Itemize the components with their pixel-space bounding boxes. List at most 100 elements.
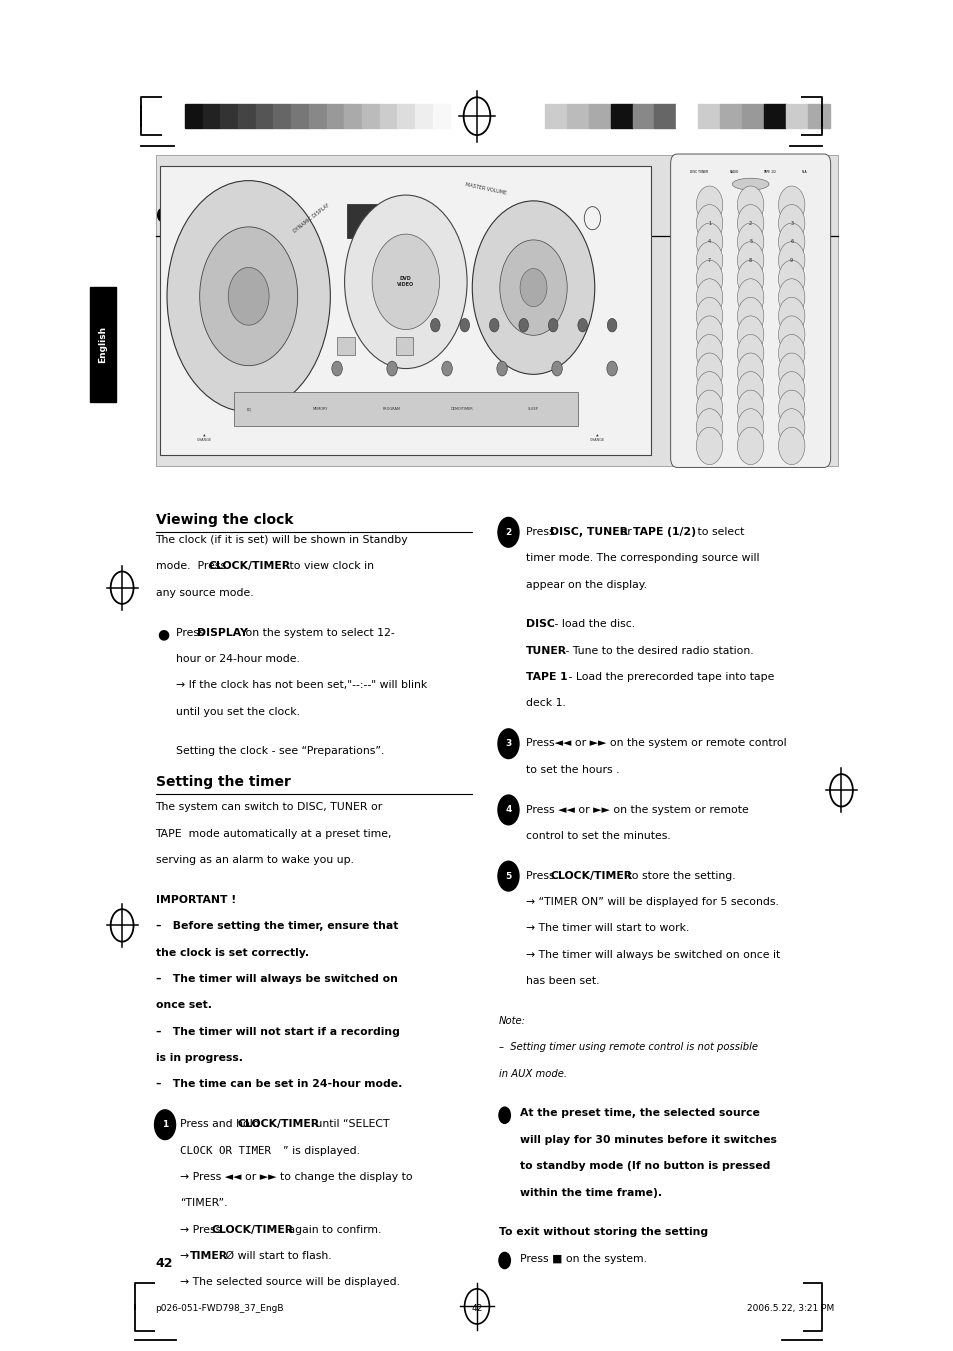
Bar — [785, 104, 807, 128]
Bar — [238, 104, 255, 128]
Bar — [544, 104, 566, 128]
Text: has been set.: has been set. — [525, 975, 598, 986]
Text: 2006.5.22, 3:21 PM: 2006.5.22, 3:21 PM — [747, 1304, 834, 1313]
Text: DISC TUNER: DISC TUNER — [690, 170, 708, 174]
Text: CLOCK/TIMER: CLOCK/TIMER — [550, 870, 632, 881]
Text: 3: 3 — [789, 220, 793, 226]
Circle shape — [386, 361, 396, 376]
Text: in AUX mode.: in AUX mode. — [498, 1069, 566, 1078]
Circle shape — [696, 408, 722, 446]
Text: –  Setting timer using remote control is not possible: – Setting timer using remote control is … — [498, 1043, 757, 1052]
Text: 1: 1 — [162, 1120, 168, 1129]
Circle shape — [778, 372, 804, 409]
Text: on the system to select 12-: on the system to select 12- — [242, 627, 395, 638]
Bar — [160, 166, 651, 455]
Bar — [763, 104, 785, 128]
Text: English: English — [98, 326, 108, 363]
Circle shape — [696, 297, 722, 335]
Circle shape — [459, 319, 469, 332]
FancyBboxPatch shape — [670, 154, 830, 467]
Text: to set the hours .: to set the hours . — [525, 765, 618, 774]
Circle shape — [551, 361, 561, 376]
Bar — [203, 104, 220, 128]
Text: TIMER: TIMER — [190, 1251, 228, 1260]
Circle shape — [737, 335, 763, 372]
Circle shape — [737, 427, 763, 465]
Text: CLOCK OR TIMER: CLOCK OR TIMER — [180, 1146, 271, 1155]
Text: → The timer will always be switched on once it: → The timer will always be switched on o… — [525, 950, 780, 959]
Bar — [379, 104, 396, 128]
Bar — [91, 288, 116, 403]
Bar — [274, 104, 291, 128]
Text: control to set the minutes.: control to set the minutes. — [525, 831, 670, 840]
Text: At the preset time, the selected source: At the preset time, the selected source — [519, 1108, 759, 1119]
Text: 1: 1 — [707, 220, 710, 226]
Bar — [185, 104, 203, 128]
Text: - Tune to the desired radio station.: - Tune to the desired radio station. — [561, 646, 753, 655]
Text: Setting the clock - see “Preparations”.: Setting the clock - see “Preparations”. — [176, 746, 384, 757]
Text: p026-051-FWD798_37_EngB: p026-051-FWD798_37_EngB — [155, 1304, 284, 1313]
Text: 42: 42 — [471, 1304, 482, 1313]
Circle shape — [737, 223, 763, 261]
Circle shape — [497, 361, 507, 376]
Circle shape — [498, 1252, 510, 1269]
Text: ▲
CHANGE: ▲ CHANGE — [196, 434, 212, 442]
Text: or: or — [617, 527, 635, 536]
Circle shape — [737, 390, 763, 427]
Circle shape — [778, 390, 804, 427]
Text: ” is displayed.: ” is displayed. — [283, 1146, 360, 1155]
Circle shape — [737, 372, 763, 409]
Bar — [632, 104, 654, 128]
Text: 8: 8 — [748, 258, 751, 263]
Circle shape — [778, 223, 804, 261]
Text: → Press: → Press — [180, 1224, 225, 1235]
Bar — [395, 338, 413, 355]
Text: until you set the clock.: until you set the clock. — [176, 707, 300, 716]
Text: Press: Press — [176, 627, 209, 638]
Text: DVD
VIDEO: DVD VIDEO — [396, 277, 414, 288]
Text: → The timer will start to work.: → The timer will start to work. — [525, 924, 688, 934]
Bar — [432, 104, 450, 128]
Bar — [326, 104, 344, 128]
Circle shape — [154, 1109, 175, 1139]
Bar — [337, 338, 355, 355]
Text: PLA: PLA — [801, 170, 807, 174]
Text: Ø will start to flash.: Ø will start to flash. — [222, 1251, 332, 1260]
Text: ▲
CHANGE: ▲ CHANGE — [589, 434, 604, 442]
Bar — [220, 104, 238, 128]
Text: the clock is set correctly.: the clock is set correctly. — [155, 947, 309, 958]
Text: 5: 5 — [505, 871, 511, 881]
Circle shape — [737, 261, 763, 297]
Text: deck 1.: deck 1. — [525, 698, 565, 708]
Text: → Press ◄◄ or ►► to change the display to: → Press ◄◄ or ►► to change the display t… — [180, 1171, 413, 1182]
Text: any source mode.: any source mode. — [155, 588, 253, 597]
Text: Press ■ on the system.: Press ■ on the system. — [519, 1254, 646, 1263]
Circle shape — [441, 361, 452, 376]
Bar — [610, 104, 632, 128]
Text: ●: ● — [157, 627, 170, 642]
Text: once set.: once set. — [155, 1000, 212, 1011]
Text: –   The time can be set in 24-hour mode.: – The time can be set in 24-hour mode. — [155, 1079, 401, 1089]
Circle shape — [578, 319, 587, 332]
Text: Clock/Timer Operations: Clock/Timer Operations — [155, 207, 431, 227]
Circle shape — [778, 242, 804, 280]
Text: Press: Press — [525, 870, 558, 881]
Circle shape — [606, 361, 617, 376]
Text: → If the clock has not been set,"--:--" will blink: → If the clock has not been set,"--:--" … — [176, 680, 427, 690]
Text: DISC: DISC — [525, 619, 554, 630]
Circle shape — [332, 361, 342, 376]
Text: TUNER: TUNER — [525, 646, 566, 655]
Circle shape — [778, 278, 804, 316]
Text: 5: 5 — [748, 239, 751, 245]
Text: “TIMER”.: “TIMER”. — [180, 1198, 228, 1208]
Circle shape — [778, 186, 804, 223]
Text: Note:: Note: — [498, 1016, 525, 1025]
Circle shape — [497, 794, 518, 824]
Text: 42: 42 — [155, 1256, 172, 1270]
Circle shape — [778, 316, 804, 353]
Text: 2: 2 — [505, 528, 511, 536]
Text: to store the setting.: to store the setting. — [623, 870, 735, 881]
Bar — [309, 104, 326, 128]
Text: MASTER VOLUME: MASTER VOLUME — [464, 182, 506, 196]
Circle shape — [344, 195, 467, 369]
